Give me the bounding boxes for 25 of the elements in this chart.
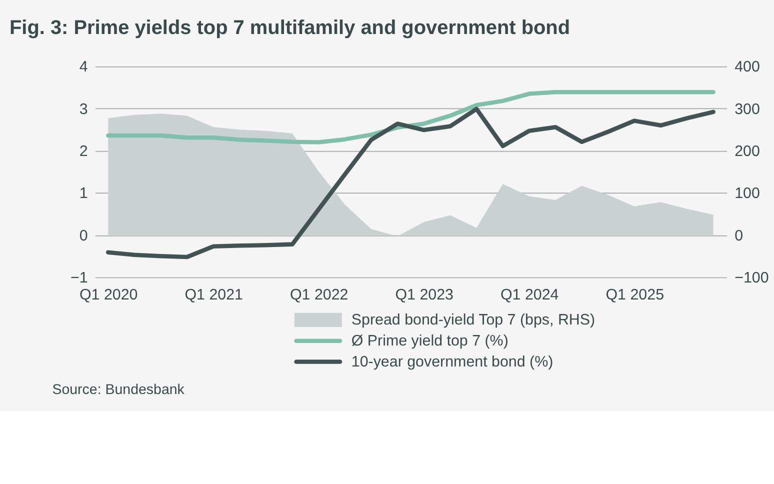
x-tick-label: Q1 2024 [500,286,559,304]
y-tick-label: 2 [79,142,88,160]
source-note: Source: Bundesbank [52,382,186,398]
y2-tick-label: 0 [734,227,744,244]
y-tick-label: −1 [70,269,88,286]
chart-title: Fig. 3: Prime yields top 7 multifamily and government bond [9,17,570,40]
y2-tick-label: −100 [734,269,769,286]
legend-label: 10-year government bond (%) [351,353,554,370]
line-series [106,106,716,260]
y-tick-label: 3 [79,100,88,118]
x-tick-label: Q1 2021 [184,286,243,304]
y2-tick-label: 200 [734,142,760,160]
line-series [106,90,716,144]
y2-tick-label: 400 [734,58,760,76]
x-tick-label: Q1 2020 [79,286,138,304]
y2-tick-label: 300 [734,100,760,118]
y2-tick-label: 100 [734,185,760,202]
legend-label: Ø Prime yield top 7 (%) [351,332,508,350]
legend-label: Spread bond-yield Top 7 (bps, RHS) [351,312,596,329]
x-tick-label: Q1 2025 [606,286,664,304]
y-tick-label: 4 [79,58,88,76]
x-tick-label: Q1 2022 [290,286,348,304]
y-tick-label: 1 [79,185,88,202]
y-tick-label: 0 [79,227,88,244]
x-tick-label: Q1 2023 [395,286,454,304]
